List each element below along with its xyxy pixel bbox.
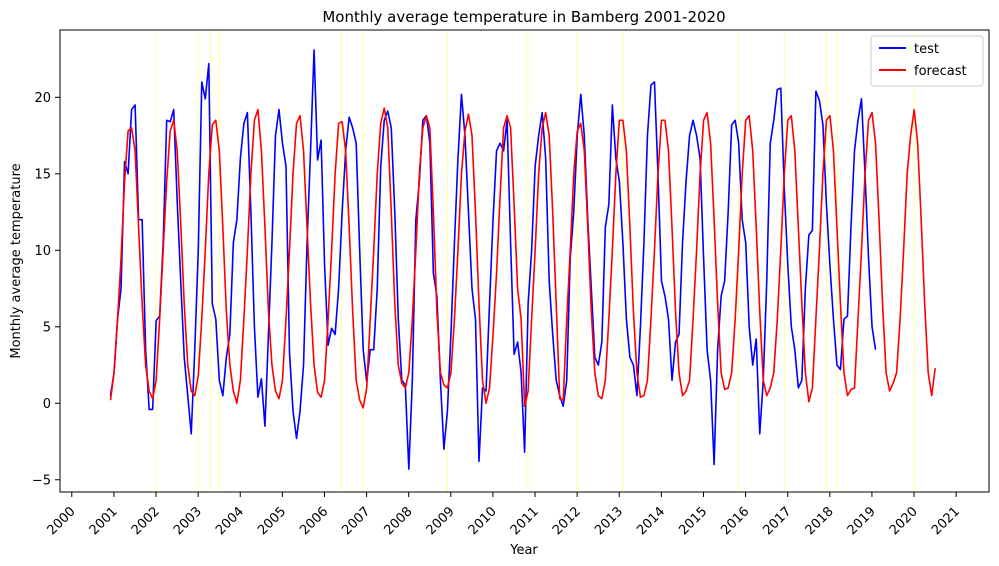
x-tick-label: 2007 xyxy=(339,504,373,538)
x-tick-label: 2012 xyxy=(550,504,584,538)
y-axis-ticks: −5 0 5 10 15 20 xyxy=(32,91,60,488)
legend-label-test: test xyxy=(914,42,939,57)
x-tick-label: 2020 xyxy=(887,504,921,538)
x-tick-label: 2000 xyxy=(45,504,79,538)
x-tick-label: 2001 xyxy=(87,504,121,538)
x-tick-label: 2019 xyxy=(845,504,879,538)
x-tick-label: 2009 xyxy=(424,504,458,538)
x-tick-label: 2011 xyxy=(508,504,542,538)
y-tick-label: 10 xyxy=(34,244,51,259)
y-axis-title: Monthly average temperature xyxy=(9,163,24,358)
y-tick-label: 5 xyxy=(43,320,51,335)
x-tick-label: 2010 xyxy=(466,504,500,538)
legend: test forecast xyxy=(870,35,984,87)
x-tick-label: 2013 xyxy=(592,504,626,538)
plot-frame xyxy=(59,29,990,493)
legend-label-forecast: forecast xyxy=(914,64,967,79)
series-line-test xyxy=(109,49,877,470)
y-tick-label: −5 xyxy=(32,473,51,488)
series-line-forecast xyxy=(109,107,936,409)
series-layer xyxy=(109,49,936,470)
y-tick-label: 0 xyxy=(43,397,51,412)
chart-title: Monthly average temperature in Bamberg 2… xyxy=(322,8,725,26)
x-tick-label: 2003 xyxy=(171,504,205,538)
marker-vlines xyxy=(155,30,915,492)
y-tick-label: 15 xyxy=(34,167,51,182)
x-tick-label: 2014 xyxy=(634,504,668,538)
x-axis-title: Year xyxy=(509,543,538,558)
x-tick-label: 2017 xyxy=(761,504,795,538)
x-tick-label: 2006 xyxy=(297,504,331,538)
x-tick-label: 2021 xyxy=(929,504,963,538)
x-axis-ticks: 2000 2001 2002 2003 2004 2005 2006 2007 2008 2009… xyxy=(45,492,963,538)
x-tick-label: 2016 xyxy=(718,504,752,538)
x-tick-label: 2005 xyxy=(255,504,289,538)
x-tick-label: 2018 xyxy=(803,504,837,538)
x-tick-label: 2015 xyxy=(676,504,710,538)
x-tick-label: 2008 xyxy=(382,504,416,538)
x-tick-label: 2002 xyxy=(129,504,163,538)
x-tick-label: 2004 xyxy=(213,504,247,538)
y-tick-label: 20 xyxy=(34,91,51,106)
